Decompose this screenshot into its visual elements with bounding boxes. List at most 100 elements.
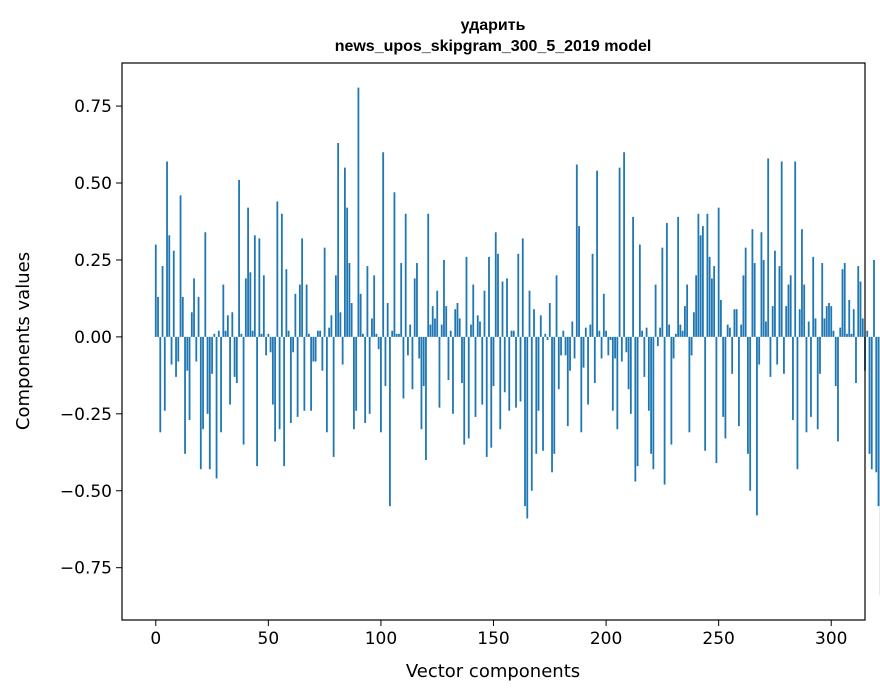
bar-4 (163, 336, 166, 411)
bar-160 (515, 336, 517, 408)
bar-313 (859, 281, 862, 337)
bar-52 (271, 336, 274, 405)
bar-283 (792, 336, 794, 420)
bar-9 (175, 336, 177, 377)
bar-275 (774, 250, 776, 337)
bar-302 (834, 336, 837, 387)
x-tick-label: 150 (477, 629, 509, 649)
bar-196 (596, 170, 598, 337)
bars-group (154, 87, 880, 596)
bar-95 (368, 336, 371, 414)
bar-155 (503, 336, 506, 393)
bar-254 (726, 324, 729, 337)
plot-frame (121, 62, 866, 621)
bar-156 (506, 278, 508, 337)
bar-3 (161, 266, 164, 337)
bar-217 (643, 336, 646, 377)
bar-208 (623, 152, 625, 337)
bar-267 (756, 336, 758, 516)
bar-140 (470, 324, 472, 337)
bar-164 (524, 336, 526, 507)
bar-79 (332, 336, 335, 457)
bar-248 (713, 266, 716, 337)
bar-25 (211, 336, 213, 374)
bar-138 (465, 256, 468, 337)
bar-201 (607, 336, 610, 356)
bar-55 (278, 336, 281, 430)
bar-60 (289, 336, 292, 424)
bar-84 (344, 167, 346, 337)
bar-5 (166, 161, 168, 337)
bar-316 (866, 330, 869, 337)
bar-108 (398, 333, 400, 337)
bar-76 (325, 336, 328, 433)
bar-101 (382, 152, 385, 337)
x-tick-label: 200 (590, 629, 622, 649)
bar-209 (625, 336, 628, 353)
bar-213 (634, 336, 637, 482)
bar-67 (305, 284, 308, 337)
bar-137 (463, 336, 466, 445)
bar-200 (605, 330, 607, 337)
bar-28 (217, 330, 220, 337)
bar-182 (564, 336, 567, 356)
bar-280 (785, 306, 788, 337)
bar-233 (679, 324, 682, 337)
bar-94 (366, 266, 369, 337)
bar-20 (199, 336, 202, 470)
bar-266 (753, 263, 756, 337)
bar-253 (724, 336, 727, 439)
bar-162 (519, 336, 522, 402)
bar-195 (593, 336, 596, 384)
bar-321 (877, 336, 880, 507)
bar-168 (533, 309, 535, 337)
bar-123 (431, 306, 434, 337)
bar-263 (747, 336, 749, 454)
bar-219 (647, 336, 650, 411)
bar-89 (355, 336, 358, 411)
bar-232 (677, 216, 680, 337)
bar-163 (521, 238, 524, 337)
bar-27 (215, 336, 218, 479)
bar-264 (749, 336, 752, 491)
bar-189 (580, 336, 583, 433)
bar-50 (267, 333, 270, 337)
bar-173 (544, 333, 547, 337)
bar-54 (276, 201, 279, 337)
bar-85 (346, 207, 349, 337)
bar-36 (235, 336, 238, 384)
bar-268 (758, 336, 761, 365)
bar-110 (402, 336, 405, 399)
bar-206 (618, 167, 621, 337)
bar-98 (375, 333, 378, 337)
bar-192 (587, 336, 589, 405)
bar-171 (539, 315, 542, 337)
bar-239 (692, 312, 695, 337)
bar-103 (386, 303, 389, 337)
bar-181 (562, 330, 565, 337)
x-tick-label: 50 (258, 629, 280, 649)
bar-231 (674, 333, 677, 337)
bar-287 (801, 229, 803, 337)
bar-157 (508, 336, 511, 411)
bar-194 (591, 253, 594, 337)
bar-218 (645, 327, 648, 337)
bar-64 (298, 284, 301, 337)
bar-51 (269, 336, 272, 353)
bar-77 (328, 327, 331, 337)
y-tick-label: 0.00 (74, 328, 112, 348)
y-tick-label: −0.75 (60, 559, 112, 579)
bar-6 (168, 235, 171, 337)
bar-33 (229, 336, 231, 405)
bar-223 (656, 336, 659, 347)
bar-7 (170, 336, 173, 365)
bar-207 (620, 336, 623, 362)
bar-255 (729, 327, 731, 337)
bar-114 (411, 336, 414, 390)
bar-72 (316, 330, 319, 337)
bar-80 (334, 275, 337, 337)
bar-258 (735, 309, 738, 337)
bar-261 (742, 275, 745, 337)
x-tick-label: 300 (815, 629, 847, 649)
